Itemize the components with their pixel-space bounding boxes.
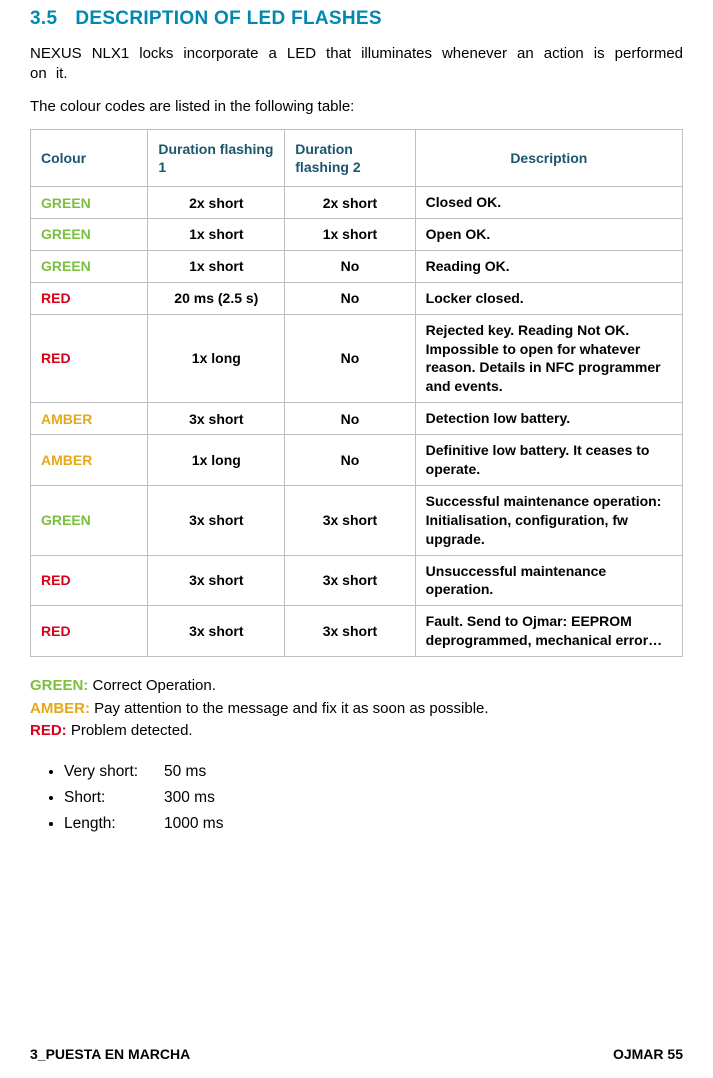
section-heading: 3.5 DESCRIPTION OF LED FLASHES — [30, 8, 683, 30]
section-number: 3.5 — [30, 8, 57, 29]
legend-red: RED: Problem detected. — [30, 720, 683, 743]
cell-duration-2: No — [285, 250, 415, 282]
cell-colour: RED — [31, 282, 148, 314]
cell-colour: RED — [31, 314, 148, 403]
legend: GREEN: Correct Operation. AMBER: Pay att… — [30, 675, 683, 743]
cell-description: Closed OK. — [415, 187, 682, 219]
timings-list: Very short:50 msShort:300 msLength:1000 … — [30, 759, 683, 837]
led-table-head: Colour Duration flashing 1 Duration flas… — [31, 129, 683, 186]
cell-colour: GREEN — [31, 219, 148, 251]
cell-duration-2: No — [285, 314, 415, 403]
cell-duration-2: 2x short — [285, 187, 415, 219]
cell-colour: GREEN — [31, 250, 148, 282]
cell-duration-1: 2x short — [148, 187, 285, 219]
table-row: AMBER3x shortNoDetection low battery. — [31, 403, 683, 435]
cell-colour: RED — [31, 555, 148, 606]
cell-duration-1: 1x long — [148, 435, 285, 486]
cell-colour: GREEN — [31, 187, 148, 219]
legend-amber-text: Pay attention to the message and fix it … — [90, 700, 489, 717]
legend-green-label: GREEN: — [30, 677, 88, 694]
cell-description: Definitive low battery. It ceases to ope… — [415, 435, 682, 486]
table-row: GREEN3x short3x shortSuccessful maintena… — [31, 485, 683, 555]
timing-item: Length:1000 ms — [64, 811, 683, 837]
cell-duration-1: 1x short — [148, 250, 285, 282]
cell-description: Rejected key. Reading Not OK. Impossible… — [415, 314, 682, 403]
legend-red-label: RED: — [30, 722, 67, 739]
led-table-body: GREEN2x short2x shortClosed OK.GREEN1x s… — [31, 187, 683, 657]
timing-label: Length: — [64, 815, 164, 833]
cell-duration-2: 3x short — [285, 606, 415, 657]
cell-description: Successful maintenance operation: Initia… — [415, 485, 682, 555]
cell-description: Fault. Send to Ojmar: EEPROM deprogramme… — [415, 606, 682, 657]
legend-amber: AMBER: Pay attention to the message and … — [30, 698, 683, 721]
th-description: Description — [415, 129, 682, 186]
cell-description: Open OK. — [415, 219, 682, 251]
legend-amber-label: AMBER: — [30, 700, 90, 717]
timing-value: 50 ms — [164, 763, 206, 780]
footer-right: OJMAR 55 — [613, 1046, 683, 1062]
cell-colour: AMBER — [31, 435, 148, 486]
cell-colour: GREEN — [31, 485, 148, 555]
section-title: DESCRIPTION OF LED FLASHES — [75, 8, 382, 29]
table-row: RED20 ms (2.5 s)NoLocker closed. — [31, 282, 683, 314]
table-row: RED3x short3x shortUnsuccessful maintena… — [31, 555, 683, 606]
cell-duration-1: 1x long — [148, 314, 285, 403]
table-row: GREEN1x shortNoReading OK. — [31, 250, 683, 282]
cell-colour: RED — [31, 606, 148, 657]
cell-duration-1: 3x short — [148, 555, 285, 606]
table-row: RED1x longNoRejected key. Reading Not OK… — [31, 314, 683, 403]
timing-item: Very short:50 ms — [64, 759, 683, 785]
table-row: GREEN2x short2x shortClosed OK. — [31, 187, 683, 219]
intro-paragraph-2: The colour codes are listed in the follo… — [30, 97, 683, 117]
cell-duration-2: 1x short — [285, 219, 415, 251]
timing-label: Very short: — [64, 763, 164, 781]
cell-colour: AMBER — [31, 403, 148, 435]
cell-description: Detection low battery. — [415, 403, 682, 435]
cell-duration-2: No — [285, 403, 415, 435]
legend-red-text: Problem detected. — [67, 722, 193, 739]
timing-label: Short: — [64, 789, 164, 807]
cell-description: Reading OK. — [415, 250, 682, 282]
cell-description: Unsuccessful maintenance operation. — [415, 555, 682, 606]
cell-duration-2: 3x short — [285, 485, 415, 555]
timing-value: 300 ms — [164, 789, 215, 806]
cell-duration-2: No — [285, 282, 415, 314]
cell-duration-1: 3x short — [148, 606, 285, 657]
cell-description: Locker closed. — [415, 282, 682, 314]
cell-duration-2: No — [285, 435, 415, 486]
legend-green-text: Correct Operation. — [88, 677, 216, 694]
cell-duration-1: 3x short — [148, 403, 285, 435]
cell-duration-1: 1x short — [148, 219, 285, 251]
th-duration-1: Duration flashing 1 — [148, 129, 285, 186]
cell-duration-1: 3x short — [148, 485, 285, 555]
timing-item: Short:300 ms — [64, 785, 683, 811]
table-row: GREEN1x short1x shortOpen OK. — [31, 219, 683, 251]
th-duration-2: Duration flashing 2 — [285, 129, 415, 186]
legend-green: GREEN: Correct Operation. — [30, 675, 683, 698]
table-row: RED3x short3x shortFault. Send to Ojmar:… — [31, 606, 683, 657]
th-colour: Colour — [31, 129, 148, 186]
page-footer: 3_PUESTA EN MARCHA OJMAR 55 — [30, 1046, 683, 1062]
intro-paragraph-1: NEXUS NLX1 locks incorporate a LED that … — [30, 44, 683, 85]
footer-left: 3_PUESTA EN MARCHA — [30, 1046, 190, 1062]
cell-duration-1: 20 ms (2.5 s) — [148, 282, 285, 314]
led-table: Colour Duration flashing 1 Duration flas… — [30, 129, 683, 657]
cell-duration-2: 3x short — [285, 555, 415, 606]
table-row: AMBER1x longNoDefinitive low battery. It… — [31, 435, 683, 486]
timing-value: 1000 ms — [164, 815, 223, 832]
